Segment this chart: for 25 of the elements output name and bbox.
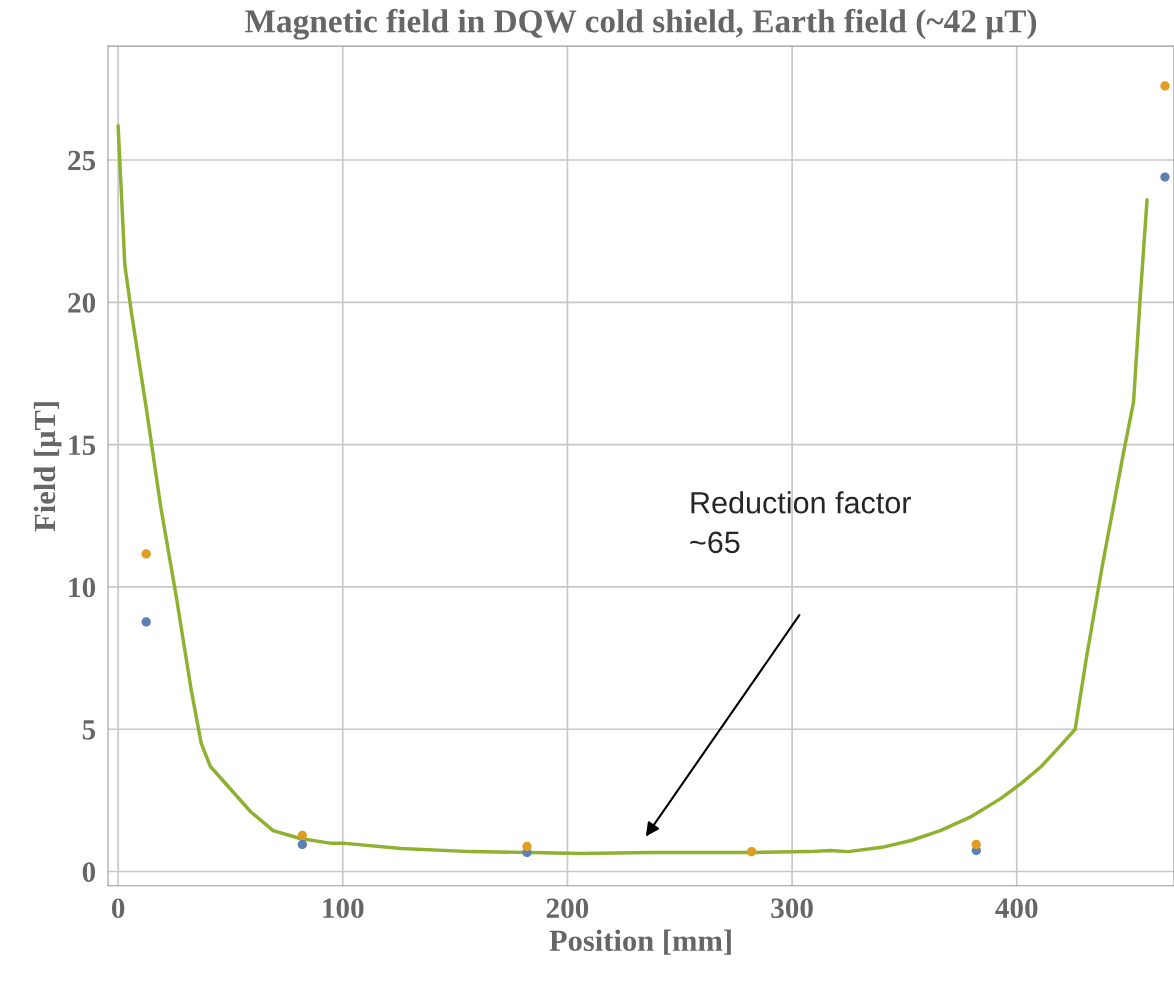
point [297,830,307,841]
point [1160,172,1170,182]
y-tick-label: 20 [68,293,96,313]
y-tick-label: 10 [69,577,96,598]
annotation: Reduction factor ~65 [690,491,911,554]
x-tick-label: 100 [323,898,364,919]
point [746,846,757,857]
point [141,617,151,627]
point [297,839,307,850]
y-axis-title: Field [μT] [33,402,62,532]
y-tick-label: 5 [82,720,96,740]
y-tick-label: 15 [69,435,96,456]
y-tick-label: 0 [82,862,96,882]
chart-title: Magnetic field in DQW cold shield, Earth field (~42 μT) [245,8,1037,40]
point [1160,81,1170,91]
x-tick-label: 200 [546,898,589,919]
point [141,549,151,559]
point [522,841,532,852]
line-series [116,124,1149,856]
x-tick-label: 300 [771,898,813,919]
x-tick-label: 400 [995,898,1038,919]
point [971,839,981,850]
y-tick-label: 25 [68,150,96,171]
x-tick-label: 0 [111,898,125,919]
x-axis-title: Position [mm] [549,929,731,955]
